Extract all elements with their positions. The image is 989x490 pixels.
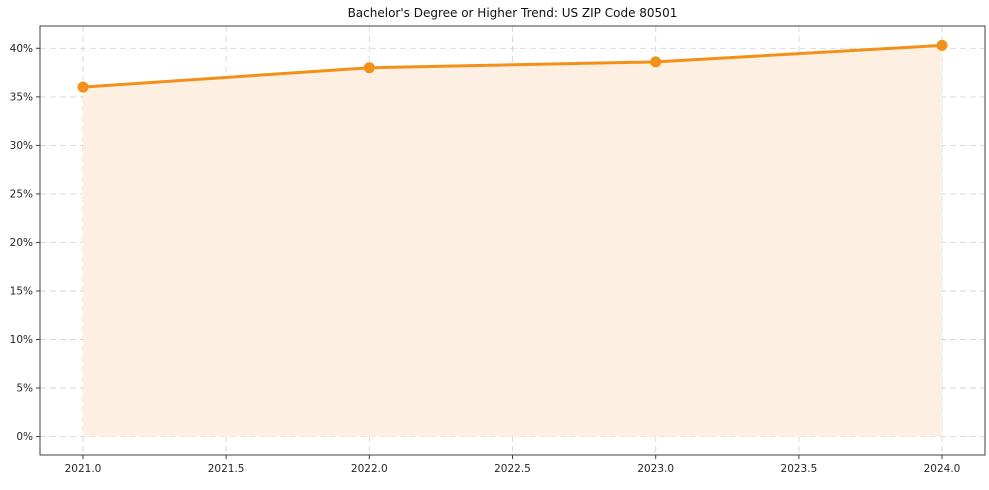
data-line [81,43,944,89]
y-tick-label: 40% [10,43,33,55]
x-tick-label: 2024.0 [924,463,961,475]
y-tick-label: 0% [16,431,33,443]
chart-title: Bachelor's Degree or Higher Trend: US ZI… [348,6,678,20]
data-point-marker [936,39,948,51]
x-tick-label: 2023.0 [637,463,674,475]
y-tick-label: 35% [10,91,33,103]
y-tick-label: 30% [10,140,33,152]
x-tick-label: 2022.0 [351,463,388,475]
y-tick-label: 10% [10,334,33,346]
y-tick-label: 15% [10,286,33,298]
area-fill [83,45,942,437]
data-point-marker [77,81,89,93]
data-point-marker [650,56,662,68]
y-tick-label: 5% [16,383,33,395]
y-tick-label: 20% [10,237,33,249]
x-tick-label: 2023.5 [781,463,818,475]
y-tick-label: 25% [10,188,33,200]
x-tick-label: 2021.0 [65,463,102,475]
x-tick-label: 2022.5 [494,463,531,475]
data-point-marker [363,62,375,74]
x-tick-label: 2021.5 [208,463,245,475]
